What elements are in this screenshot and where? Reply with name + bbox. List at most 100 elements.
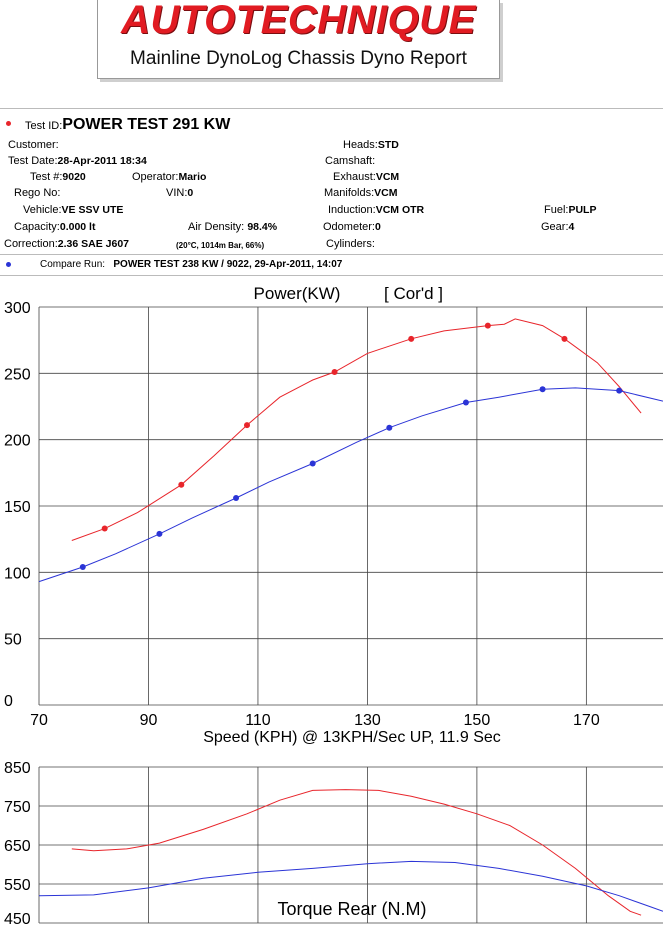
torque-chart: 450 550 650 750 850 Torque Rear (N.M) bbox=[4, 760, 663, 927]
power-chart-xtick-label: 130 bbox=[354, 712, 381, 729]
test-date-label: Test Date: bbox=[8, 155, 58, 167]
cylinders-label: Cylinders: bbox=[326, 238, 375, 250]
power-chart-xtick-label: 90 bbox=[140, 712, 158, 729]
power-chart-run-point bbox=[244, 422, 250, 429]
power-chart-xtick-label: 150 bbox=[464, 712, 491, 729]
power-chart-run-point bbox=[408, 335, 415, 342]
capacity-value: 0.000 lt bbox=[59, 221, 96, 233]
test-number-value: 9020 bbox=[62, 171, 86, 183]
test-date-field: Test Date:28-Apr-2011 18:34 bbox=[8, 155, 147, 168]
correction-field: Correction:2.36 SAE J607 bbox=[4, 238, 129, 251]
report-subtitle: Mainline DynoLog Chassis Dyno Report bbox=[130, 48, 467, 69]
operator-field: Operator:Mario bbox=[132, 171, 206, 184]
gear-value: 4 bbox=[568, 221, 575, 233]
power-chart-run-point bbox=[178, 481, 185, 488]
vin-label: VIN: bbox=[166, 187, 188, 199]
torque-chart-ytick-label: 550 bbox=[4, 877, 31, 894]
manifolds-label: Manifolds: bbox=[324, 187, 375, 199]
power-chart-xtick-label: 110 bbox=[245, 712, 271, 729]
induction-field: Induction:VCM OTR bbox=[328, 204, 424, 217]
air-density-field: Air Density: 98.4% bbox=[188, 221, 277, 234]
vin-value: 0 bbox=[187, 187, 194, 199]
exhaust-field: Exhaust:VCM bbox=[333, 171, 399, 184]
power-chart-ytick-label: 250 bbox=[4, 366, 31, 383]
exhaust-label: Exhaust: bbox=[333, 171, 376, 183]
gear-field: Gear:4 bbox=[541, 221, 574, 234]
fuel-value: PULP bbox=[568, 204, 597, 216]
test-date-value: 28-Apr-2011 18:34 bbox=[57, 155, 147, 167]
vehicle-field: Vehicle:VE SSV UTE bbox=[23, 204, 123, 217]
test-number-field: Test #:9020 bbox=[30, 171, 86, 184]
fuel-label: Fuel: bbox=[544, 204, 569, 216]
rego-field: Rego No: bbox=[14, 187, 60, 200]
power-chart-note: [ Cor'd ] bbox=[384, 284, 443, 303]
power-chart: Power(KW) [ Cor'd ] 0 50 100 150 200 250 300 70… bbox=[4, 284, 663, 746]
cylinders-field: Cylinders: bbox=[326, 238, 375, 251]
air-density-label: Air Density: bbox=[188, 221, 245, 233]
divider-top bbox=[0, 108, 663, 109]
torque-chart-ytick-label: 750 bbox=[4, 799, 31, 816]
power-chart-xtick-label: 170 bbox=[573, 712, 600, 729]
rego-label: Rego No: bbox=[14, 187, 61, 199]
capacity-label: Capacity: bbox=[14, 221, 60, 233]
air-density-value: 98.4% bbox=[247, 221, 278, 233]
compare-run: Compare Run: POWER TEST 238 KW / 9022, 2… bbox=[40, 259, 342, 270]
test-number-label: Test #: bbox=[30, 171, 63, 183]
exhaust-value: VCM bbox=[375, 171, 400, 183]
odometer-value: 0 bbox=[374, 221, 381, 233]
conditions-text: (20°C, 1014m Bar, 66%) bbox=[176, 241, 265, 250]
torque-chart-compare-line bbox=[38, 860, 663, 912]
power-chart-run-point bbox=[561, 335, 568, 342]
compare-label: Compare Run: bbox=[40, 259, 106, 270]
power-chart-xtick-label: 70 bbox=[30, 712, 48, 729]
torque-chart-ytick-label: 450 bbox=[4, 911, 31, 927]
capacity-field: Capacity:0.000 lt bbox=[14, 221, 95, 234]
correction-value: 2.36 SAE J607 bbox=[57, 238, 130, 250]
induction-value: VCM OTR bbox=[375, 204, 425, 216]
power-chart-run-point bbox=[331, 369, 338, 376]
power-chart-ytick-label: 0 bbox=[4, 693, 13, 710]
divider-chart bbox=[0, 275, 663, 276]
heads-label: Heads: bbox=[343, 139, 378, 151]
power-chart-ytick-label: 200 bbox=[4, 433, 31, 450]
torque-chart-ytick-label: 850 bbox=[4, 760, 31, 777]
torque-chart-run-line bbox=[71, 789, 642, 916]
test-id: Test ID:POWER TEST 291 KW bbox=[25, 116, 230, 134]
power-chart-compare-point bbox=[386, 424, 393, 431]
power-chart-ytick-label: 300 bbox=[4, 300, 31, 317]
power-chart-compare-point bbox=[616, 387, 623, 394]
power-chart-compare-line bbox=[38, 387, 663, 583]
report-header: AUTOTECHNIQUE Mainline DynoLog Chassis D… bbox=[97, 0, 500, 79]
heads-value: STD bbox=[377, 139, 399, 151]
manifolds-value: VCM bbox=[374, 187, 398, 199]
power-chart-ytick-label: 150 bbox=[4, 499, 31, 516]
run-marker-icon bbox=[6, 121, 11, 126]
vehicle-value: VE SSV UTE bbox=[61, 204, 124, 216]
compare-value: POWER TEST 238 KW / 9022, 29-Apr-2011, 1… bbox=[113, 259, 343, 270]
gear-label: Gear: bbox=[541, 221, 569, 233]
power-chart-compare-point bbox=[156, 530, 163, 537]
camshaft-label: Camshaft: bbox=[325, 155, 376, 167]
power-chart-ytick-label: 50 bbox=[4, 632, 22, 649]
divider-compare bbox=[0, 254, 663, 255]
customer-label: Customer: bbox=[8, 139, 59, 151]
power-chart-run-point bbox=[101, 525, 108, 532]
power-chart-xlabel: Speed (KPH) @ 13KPH/Sec UP, 11.9 Sec bbox=[203, 729, 501, 746]
torque-chart-ytick-label: 650 bbox=[4, 838, 31, 855]
customer-field: Customer: bbox=[8, 139, 59, 152]
power-chart-run-line bbox=[71, 318, 642, 541]
odometer-label: Odometer: bbox=[323, 221, 375, 233]
test-id-label: Test ID: bbox=[25, 120, 63, 132]
brand-logo: AUTOTECHNIQUE bbox=[121, 0, 476, 42]
fuel-field: Fuel:PULP bbox=[544, 204, 596, 217]
power-chart-compare-point bbox=[233, 495, 240, 502]
correction-label: Correction: bbox=[4, 238, 58, 250]
operator-label: Operator: bbox=[132, 171, 179, 183]
test-id-value: POWER TEST 291 KW bbox=[62, 116, 231, 133]
camshaft-field: Camshaft: bbox=[325, 155, 375, 168]
torque-chart-title: Torque Rear (N.M) bbox=[277, 899, 426, 919]
power-chart-title: Power(KW) bbox=[254, 284, 341, 303]
power-chart-run-point bbox=[484, 322, 491, 329]
compare-marker-icon bbox=[6, 262, 11, 267]
induction-label: Induction: bbox=[328, 204, 376, 216]
